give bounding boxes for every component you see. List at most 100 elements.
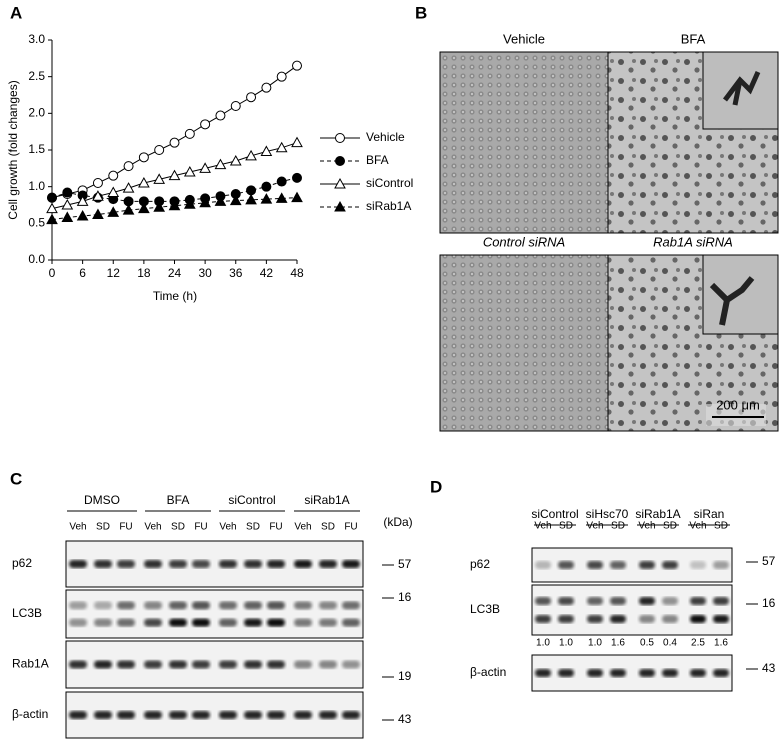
band [169, 711, 187, 719]
size-label: 19 [398, 669, 412, 683]
lane-label: Veh [144, 522, 161, 533]
group-label: BFA [167, 493, 190, 507]
band [713, 561, 729, 569]
band [342, 601, 360, 610]
y-tick-label: 3.0 [28, 32, 45, 46]
marker [169, 137, 180, 148]
row-label: Rab1A [12, 657, 49, 671]
ratio-label: 0.4 [663, 638, 677, 649]
band [713, 615, 729, 623]
row-label: β-actin [470, 665, 506, 679]
size-label: 57 [398, 557, 412, 571]
marker [92, 178, 103, 188]
band [69, 660, 87, 669]
group-label: siControl [531, 507, 578, 521]
row-label: p62 [470, 557, 490, 571]
y-tick-label: 2.0 [28, 106, 45, 120]
band [144, 711, 162, 719]
y-tick-label: 2.5 [28, 69, 45, 83]
ratio-label: 0.5 [640, 638, 654, 649]
row-label: LC3B [470, 602, 500, 616]
band [713, 597, 729, 605]
marker [246, 92, 257, 103]
band [267, 660, 285, 669]
lane-label: Veh [534, 521, 551, 532]
row-label: LC3B [12, 606, 42, 620]
y-axis-label: Cell growth (fold changes) [6, 80, 20, 219]
marker [76, 209, 89, 221]
band [244, 560, 262, 568]
ratio-label: 1.6 [714, 638, 728, 649]
band [639, 669, 655, 677]
blot-box [65, 691, 364, 739]
marker [292, 60, 302, 71]
lane-label: Veh [638, 521, 655, 532]
band [294, 711, 312, 719]
micrographs [439, 51, 779, 432]
marker [260, 145, 273, 156]
band [319, 618, 337, 627]
band [610, 615, 626, 623]
marker [335, 133, 345, 143]
band [662, 561, 678, 569]
band [69, 711, 87, 719]
marker [62, 187, 73, 198]
lane-label: SD [559, 521, 573, 532]
band [94, 711, 112, 719]
marker [214, 158, 227, 170]
band [117, 618, 135, 627]
x-tick-label: 42 [260, 266, 274, 280]
band [690, 597, 706, 605]
marker [154, 145, 165, 155]
band [662, 615, 678, 623]
band [94, 618, 112, 627]
size-label: 57 [762, 554, 776, 568]
band [342, 711, 360, 719]
blot-box [65, 540, 364, 588]
band [319, 560, 337, 568]
band [535, 561, 551, 569]
band [144, 618, 162, 627]
marker [275, 141, 288, 153]
band [117, 560, 135, 568]
marker [92, 190, 104, 201]
lane-label: Veh [69, 522, 86, 533]
ratio-label: 1.0 [559, 638, 573, 649]
band [639, 561, 655, 569]
lane-label: Veh [586, 521, 603, 532]
band [244, 711, 262, 719]
row-label: β-actin [12, 707, 48, 721]
x-tick-label: 36 [229, 266, 243, 280]
band [587, 597, 603, 605]
marker [261, 82, 272, 93]
lane-label: SD [714, 521, 728, 532]
band [342, 560, 360, 568]
blot-box [65, 640, 364, 689]
band [639, 597, 655, 605]
band [192, 660, 210, 669]
marker [292, 172, 302, 183]
band [144, 660, 162, 669]
marker [183, 198, 196, 209]
marker [229, 154, 242, 166]
band [117, 660, 135, 669]
band [558, 669, 574, 677]
band [144, 560, 162, 568]
marker [199, 162, 211, 173]
band [535, 615, 551, 623]
band [319, 711, 337, 719]
band [294, 618, 312, 627]
band [610, 597, 626, 605]
band [219, 601, 237, 610]
marker [47, 192, 57, 203]
band [117, 711, 135, 719]
lane-label: FU [119, 522, 132, 533]
band [192, 711, 210, 719]
marker [107, 206, 120, 217]
band [294, 660, 312, 669]
series-line [51, 177, 298, 202]
marker [153, 201, 166, 212]
band [690, 561, 706, 569]
band [144, 601, 162, 610]
